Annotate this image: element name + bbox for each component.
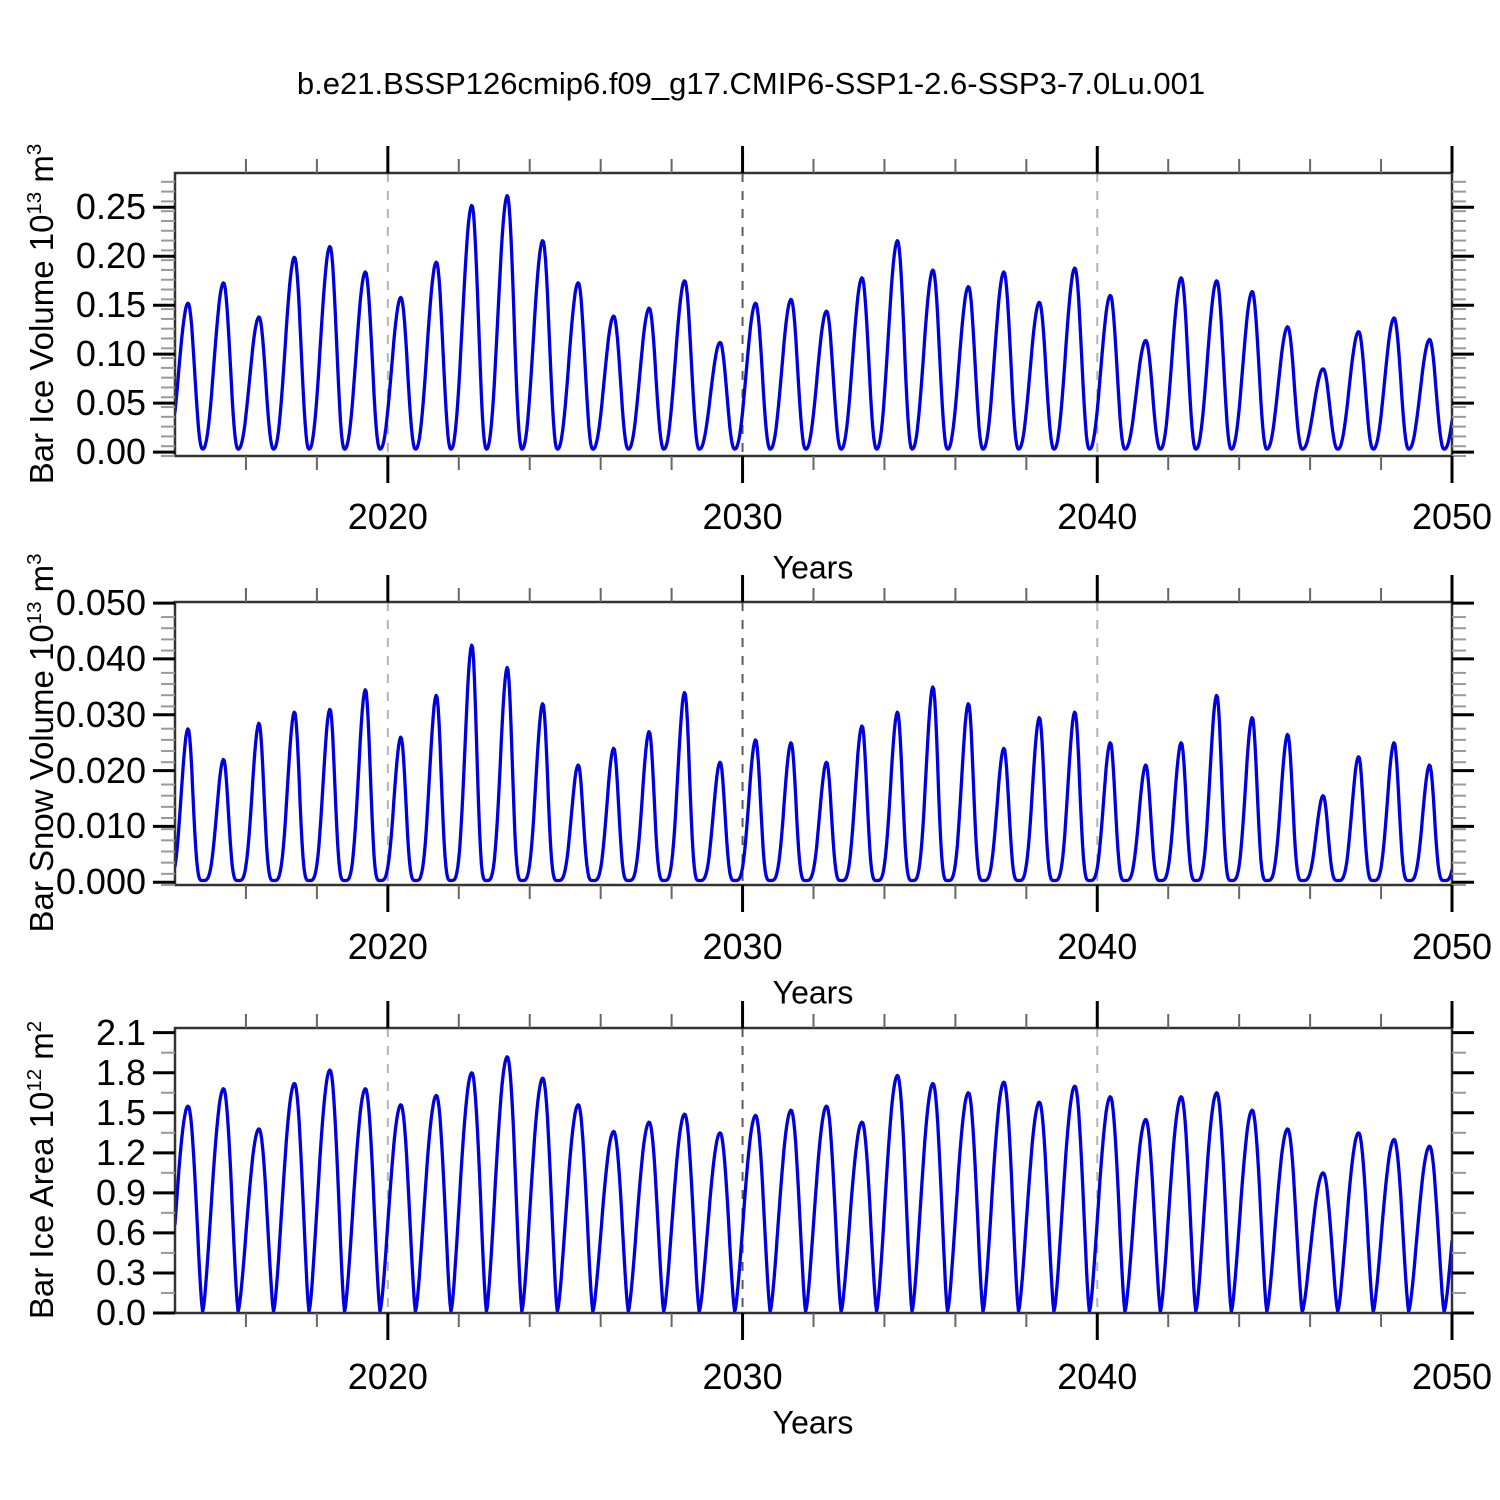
series-line-bar-ice-volume [175, 194, 1452, 451]
panel-frame [173, 1026, 1454, 1315]
series-line-bar-ice-area [175, 1055, 1452, 1313]
series-line-bar-snow-volume [175, 643, 1452, 883]
